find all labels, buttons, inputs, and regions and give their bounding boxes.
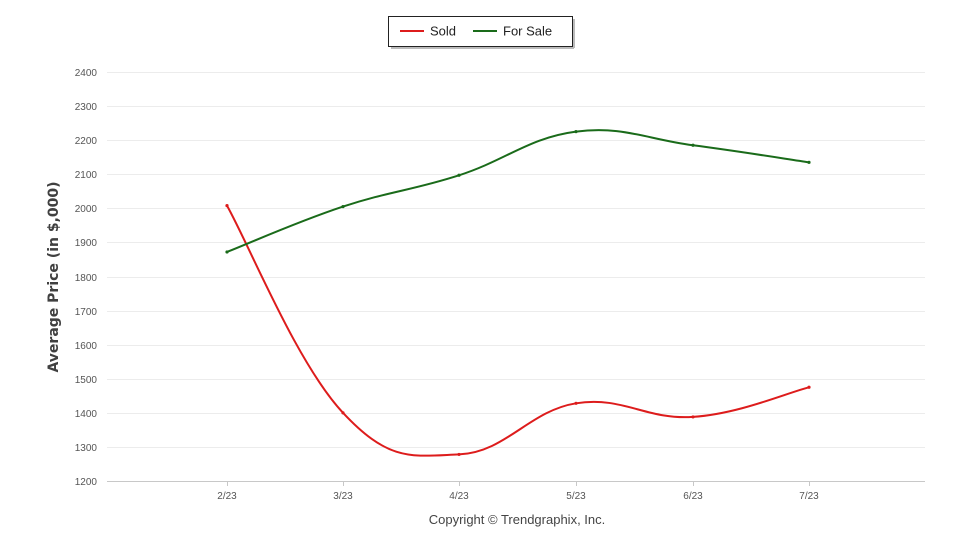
y-tick-label: 1200 bbox=[75, 477, 98, 488]
data-point-for-sale[interactable] bbox=[225, 250, 229, 254]
y-tick-label: 1700 bbox=[75, 307, 98, 318]
data-point-sold[interactable] bbox=[574, 401, 578, 405]
x-axis-ticks: 2/23 3/23 4/23 5/23 6/23 7/23 bbox=[217, 481, 819, 502]
data-point-sold[interactable] bbox=[457, 452, 461, 457]
gridlines bbox=[107, 72, 925, 482]
y-axis-title: Average Price (in $,000) bbox=[46, 181, 62, 372]
series-line-for-sale bbox=[226, 129, 810, 253]
y-tick-label: 1500 bbox=[75, 375, 98, 386]
y-tick-label: 1800 bbox=[75, 273, 98, 284]
y-tick-label: 2400 bbox=[75, 68, 98, 79]
data-point-sold[interactable] bbox=[807, 385, 811, 389]
x-tick-label: 2/23 bbox=[217, 491, 237, 502]
y-tick-label: 2000 bbox=[75, 204, 98, 215]
copyright-credit: Copyright © Trendgraphix, Inc. bbox=[429, 512, 606, 527]
x-tick-label: 7/23 bbox=[799, 491, 819, 502]
data-point-sold[interactable] bbox=[225, 204, 229, 208]
x-tick-label: 5/23 bbox=[566, 491, 586, 502]
x-tick-label: 6/23 bbox=[683, 491, 703, 502]
data-point-for-sale[interactable] bbox=[341, 205, 345, 209]
y-tick-label: 2200 bbox=[75, 136, 98, 147]
series-lines bbox=[225, 129, 811, 457]
series-line-sold bbox=[226, 204, 810, 457]
y-tick-label: 1300 bbox=[75, 443, 98, 454]
x-tick-label: 3/23 bbox=[333, 491, 353, 502]
data-point-for-sale[interactable] bbox=[457, 173, 461, 177]
y-axis-ticks: 1200 1300 1400 1500 1600 1700 1800 1900 2000 2100… bbox=[75, 68, 98, 488]
y-tick-label: 2300 bbox=[75, 102, 98, 113]
legend-label-for-sale[interactable]: For Sale bbox=[503, 24, 552, 39]
data-point-for-sale[interactable] bbox=[574, 130, 578, 134]
data-point-sold[interactable] bbox=[691, 415, 695, 419]
data-point-for-sale[interactable] bbox=[691, 143, 695, 147]
data-point-sold[interactable] bbox=[341, 411, 345, 415]
x-tick-label: 4/23 bbox=[449, 491, 469, 502]
y-tick-label: 1900 bbox=[75, 238, 98, 249]
data-point-for-sale[interactable] bbox=[807, 160, 811, 164]
legend[interactable]: Sold For Sale bbox=[388, 16, 575, 49]
legend-label-sold[interactable]: Sold bbox=[430, 24, 456, 39]
y-tick-label: 2100 bbox=[75, 170, 98, 181]
y-tick-label: 1600 bbox=[75, 341, 98, 352]
y-tick-label: 1400 bbox=[75, 409, 98, 420]
